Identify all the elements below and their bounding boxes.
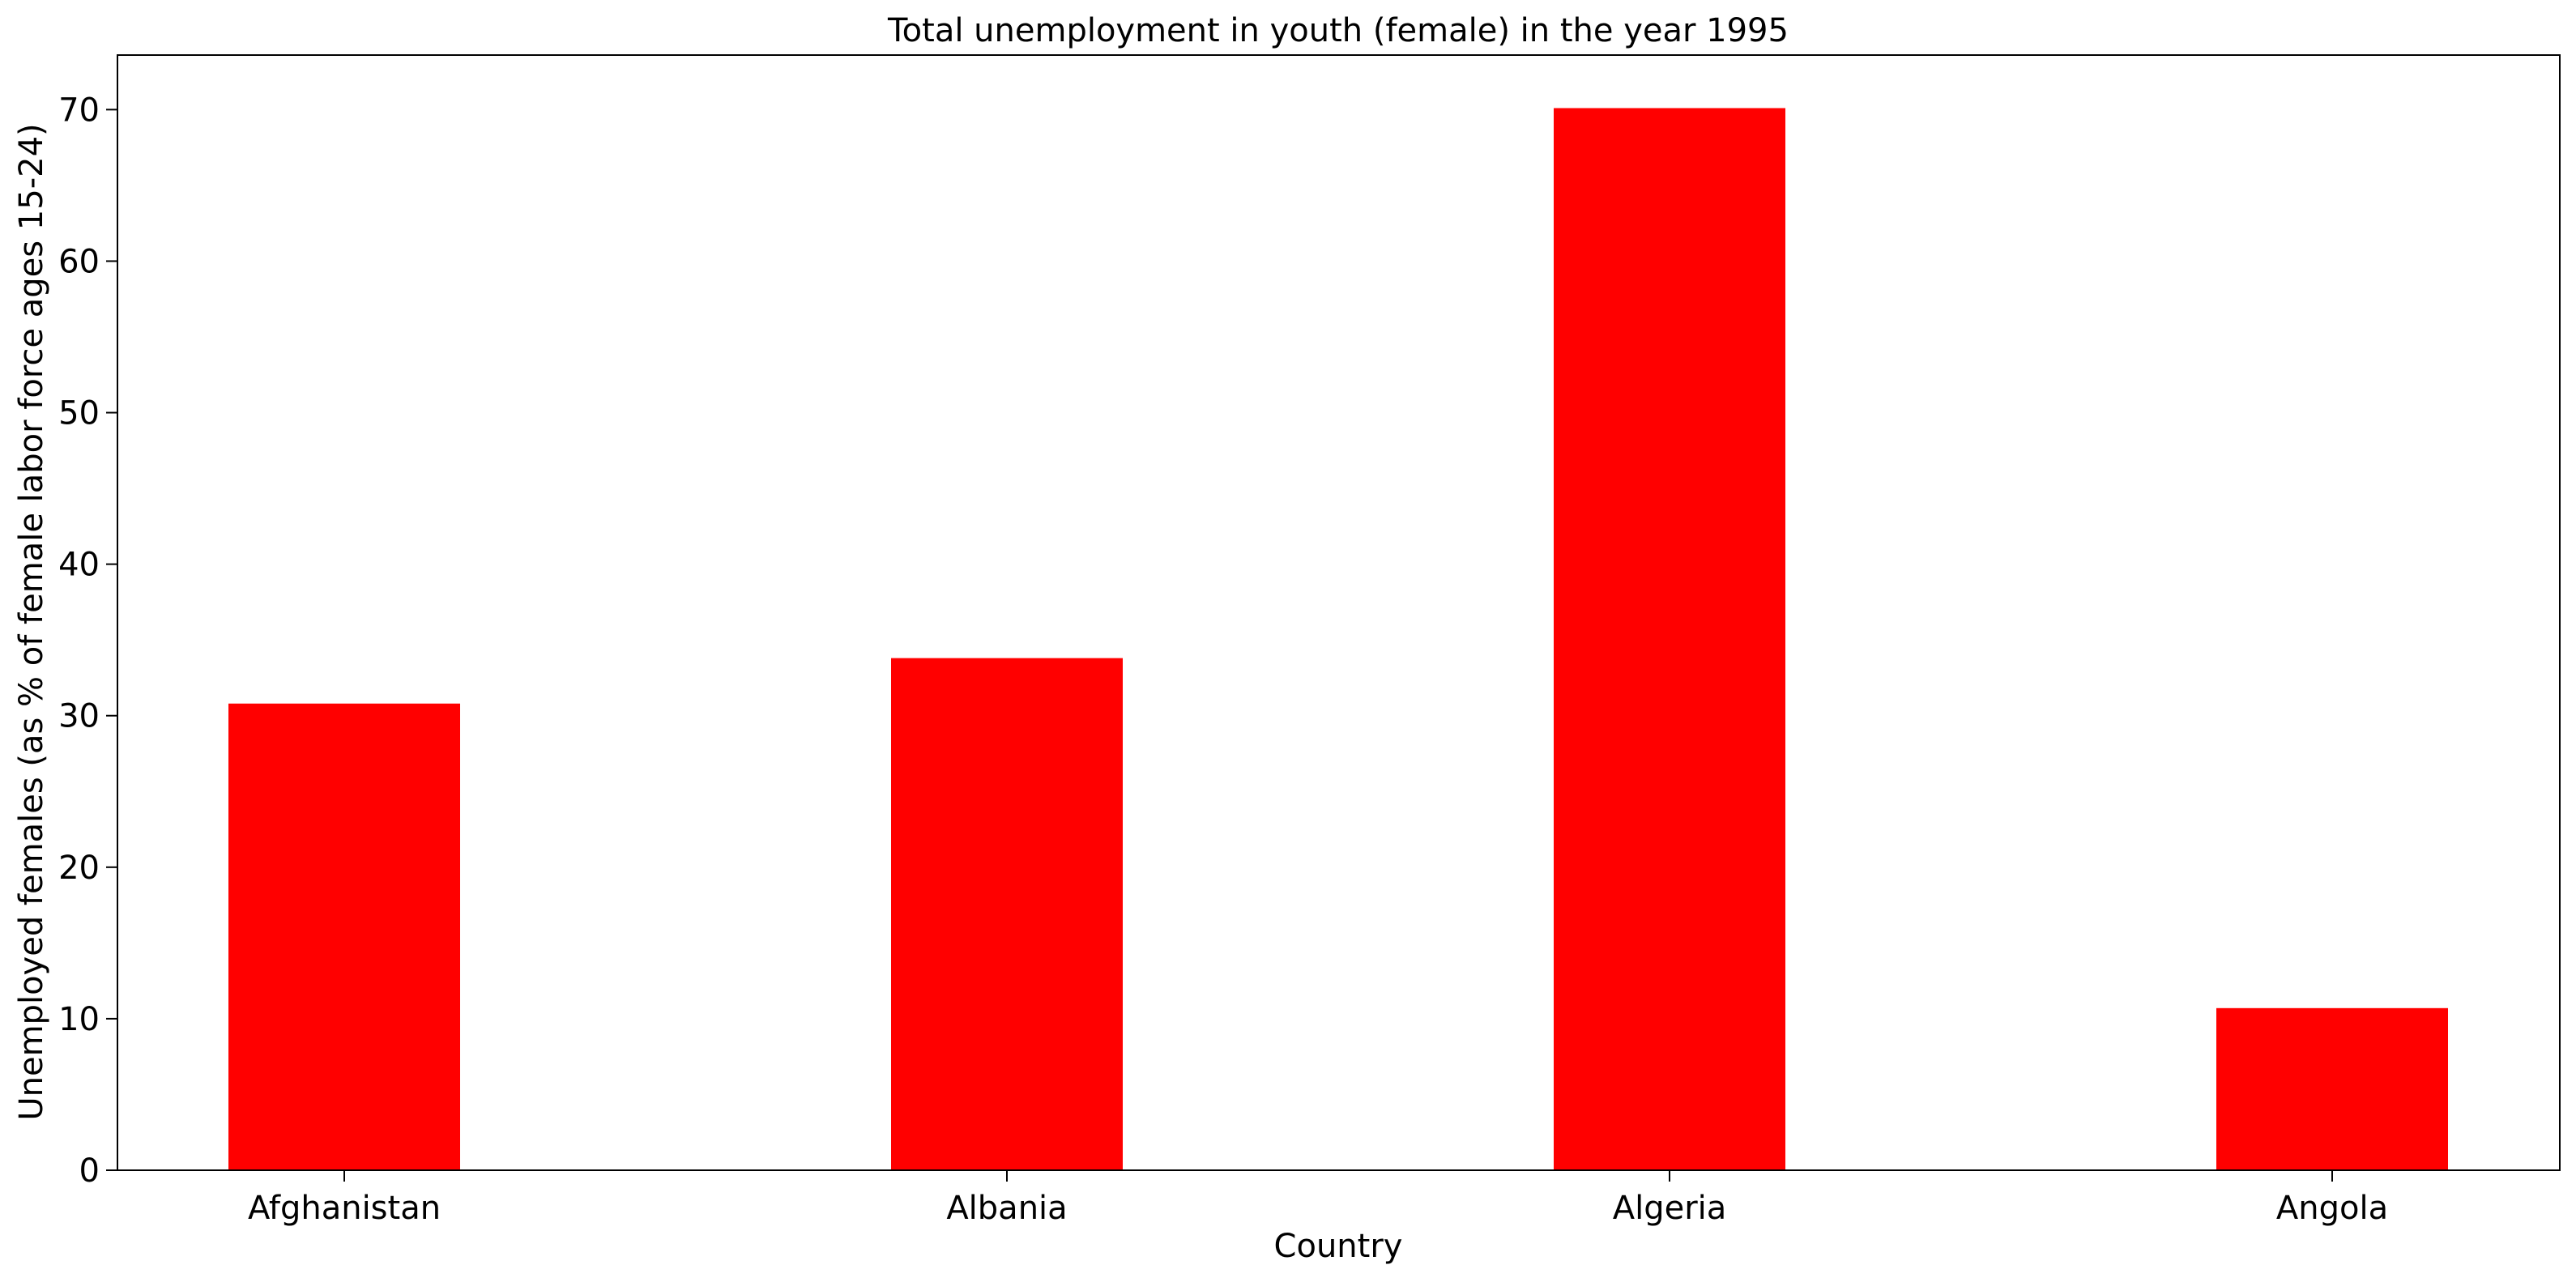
x-tick-label: Angola — [2276, 1190, 2388, 1227]
plot-frame — [117, 54, 2561, 1171]
bar-albania — [891, 658, 1123, 1170]
y-tick-label: 40 — [58, 547, 100, 584]
y-axis-label: Unemployed females (as % of female labor… — [13, 123, 50, 1120]
y-tick-label: 60 — [58, 243, 100, 280]
chart-title: Total unemployment in youth (female) in … — [887, 12, 1789, 49]
x-tick-label: Algeria — [1613, 1190, 1727, 1227]
bar-algeria — [1554, 108, 1785, 1171]
x-tick-label: Afghanistan — [248, 1190, 441, 1227]
x-axis-ticks: Afghanistan Albania Algeria Angola — [248, 1170, 2388, 1227]
y-tick-label: 50 — [58, 395, 100, 432]
y-tick-label: 30 — [58, 698, 100, 735]
y-tick-label: 70 — [58, 92, 100, 129]
bar-afghanistan — [228, 703, 460, 1170]
bars-layer — [228, 108, 2448, 1171]
y-tick-label: 0 — [79, 1152, 100, 1190]
y-axis-ticks: 0 10 20 30 40 50 60 70 — [58, 92, 117, 1190]
y-tick-label: 20 — [58, 850, 100, 887]
y-tick-label: 10 — [58, 1001, 100, 1038]
bar-angola — [2216, 1007, 2448, 1170]
x-tick-label: Albania — [946, 1190, 1067, 1227]
x-axis-label: Country — [1274, 1228, 1403, 1265]
